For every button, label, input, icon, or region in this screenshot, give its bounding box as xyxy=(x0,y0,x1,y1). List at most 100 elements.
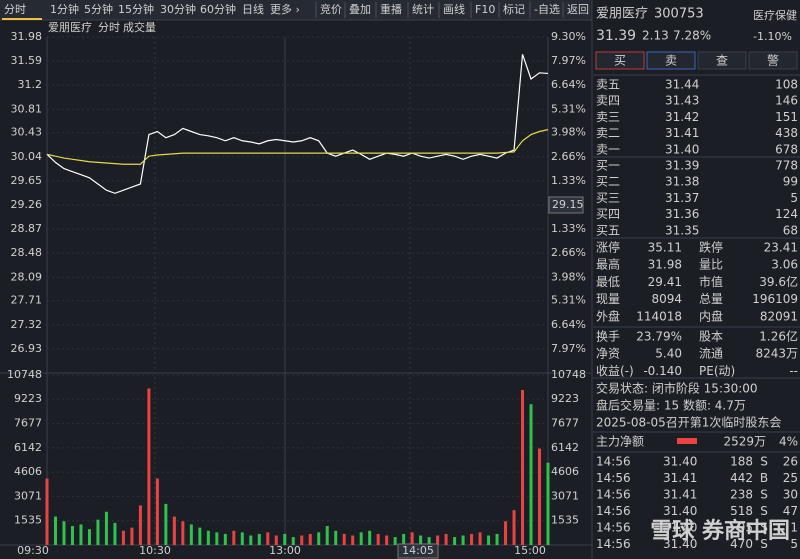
tab[interactable]: 日线 xyxy=(242,2,264,16)
volume-bar xyxy=(487,535,491,545)
tab[interactable]: 15分钟 xyxy=(118,2,154,16)
tab[interactable]: 1分钟 xyxy=(50,2,79,16)
book-volume: 778 xyxy=(775,159,798,173)
book-volume: 99 xyxy=(783,175,798,189)
chart-legend: 分时 xyxy=(98,21,120,34)
volume-bar xyxy=(376,533,380,545)
tool-button[interactable]: -自选 xyxy=(534,3,560,16)
change: 2.13 xyxy=(642,29,669,43)
y-tick-label: 27.32 xyxy=(11,318,43,331)
volume-bar xyxy=(45,478,49,545)
volume-tick-label: 6142 xyxy=(551,441,579,454)
volume-bar xyxy=(104,511,108,545)
volume-bar xyxy=(291,537,295,545)
tab[interactable]: 60分钟 xyxy=(200,2,236,16)
trade-button[interactable] xyxy=(646,51,696,70)
stat-label: 最高 xyxy=(596,257,620,272)
trade-volume: 470 xyxy=(730,537,753,551)
tool-button[interactable]: 叠加 xyxy=(349,3,371,16)
volume-bar xyxy=(478,532,482,545)
book-level: 买二 xyxy=(596,175,620,189)
volume-bar xyxy=(504,521,508,545)
book-volume: 124 xyxy=(775,207,798,221)
tool-button[interactable]: 竞价 xyxy=(320,2,342,16)
volume-bar xyxy=(215,532,219,545)
book-price: 31.44 xyxy=(665,78,699,92)
trade-button-label[interactable]: 买 xyxy=(614,54,626,68)
trade-side: S xyxy=(760,537,768,551)
book-volume: 438 xyxy=(775,126,798,140)
tab[interactable]: 5分钟 xyxy=(84,2,113,16)
tool-button[interactable]: 统计 xyxy=(412,3,434,16)
tool-button[interactable]: F10 xyxy=(475,3,495,16)
stat-label: 股本 xyxy=(699,330,723,344)
volume-bar xyxy=(283,533,287,545)
volume-tick-label: 1535 xyxy=(551,514,579,527)
volume-bar xyxy=(342,533,346,545)
tool-button[interactable]: 画线 xyxy=(443,2,465,16)
trade-button[interactable] xyxy=(748,51,798,70)
y-tick-label: 26.93 xyxy=(11,342,43,355)
stat-value: 39.6亿 xyxy=(759,274,798,289)
volume-bar xyxy=(359,532,363,545)
tool-button[interactable]: 返回 xyxy=(567,3,589,16)
book-volume: 108 xyxy=(775,78,798,92)
pct-label: 1.33% xyxy=(551,174,586,187)
trade-side: B xyxy=(760,471,768,485)
volume-bar xyxy=(138,505,142,545)
volume-bar xyxy=(155,478,159,545)
volume-bar xyxy=(300,535,304,545)
trade-time: 14:56 xyxy=(596,521,631,535)
book-level: 买三 xyxy=(596,191,620,205)
cursor-box xyxy=(397,543,439,559)
volume-tick-label: 9223 xyxy=(551,392,579,405)
trade-button-label[interactable]: 警 xyxy=(767,53,779,68)
chart-legend: 成交量 xyxy=(123,20,156,34)
book-level: 卖五 xyxy=(596,78,620,92)
tab[interactable]: 分时 xyxy=(4,3,26,16)
volume-bar xyxy=(325,526,329,545)
volume-tick-label: 7677 xyxy=(551,417,579,430)
book-volume: 146 xyxy=(775,94,798,108)
stat-value: 8243万 xyxy=(755,347,798,361)
volume-tick-label: 3071 xyxy=(551,489,579,502)
y-tick-label: 28.87 xyxy=(11,222,43,235)
price-line xyxy=(46,54,549,194)
stat-value: 114018 xyxy=(636,309,682,323)
y-tick-label: 29.26 xyxy=(11,198,43,211)
stat-label: 现量 xyxy=(596,292,620,306)
trade-button[interactable] xyxy=(595,51,645,70)
pct-label: 2.66% xyxy=(551,246,586,259)
stat-value: -- xyxy=(789,364,798,378)
volume-bar xyxy=(427,537,431,545)
pct-label: 1.33% xyxy=(551,222,586,235)
volume-bar xyxy=(121,530,125,545)
tool-button[interactable]: 重播 xyxy=(380,2,402,16)
watermark: 雪球 券商中国 xyxy=(650,518,790,544)
tab[interactable]: 更多 › xyxy=(270,2,300,16)
stock-name: 爱朋医疗 xyxy=(596,7,648,22)
tab[interactable]: 30分钟 xyxy=(160,2,196,16)
stat-value: 23.79% xyxy=(636,330,682,344)
volume-bar xyxy=(419,535,423,545)
trade-side: S xyxy=(760,521,768,535)
y-tick-label: 29.65 xyxy=(11,174,43,187)
stat-value: 5.40 xyxy=(655,347,682,361)
volume-bar xyxy=(79,524,83,545)
volume-bar xyxy=(96,519,100,545)
trade-time: 14:56 xyxy=(596,488,631,502)
trade-count: 47 xyxy=(783,504,798,518)
y-tick-label: 30.43 xyxy=(11,126,43,139)
volume-tick-label: 3071 xyxy=(14,489,42,502)
pct-label: 6.64% xyxy=(551,78,586,91)
x-tick-label: 10:30 xyxy=(139,544,171,557)
trade-button-label[interactable]: 卖 xyxy=(665,54,677,68)
trade-button-label[interactable]: 查 xyxy=(716,54,728,68)
pct-label: 6.64% xyxy=(551,318,586,331)
trade-volume: 95 xyxy=(738,521,753,535)
pct-label: 3.98% xyxy=(551,126,586,139)
trade-count: 1 xyxy=(790,521,798,535)
tool-button[interactable]: 标记 xyxy=(503,2,525,16)
trade-volume: 442 xyxy=(730,471,753,485)
trade-button[interactable] xyxy=(697,51,747,70)
